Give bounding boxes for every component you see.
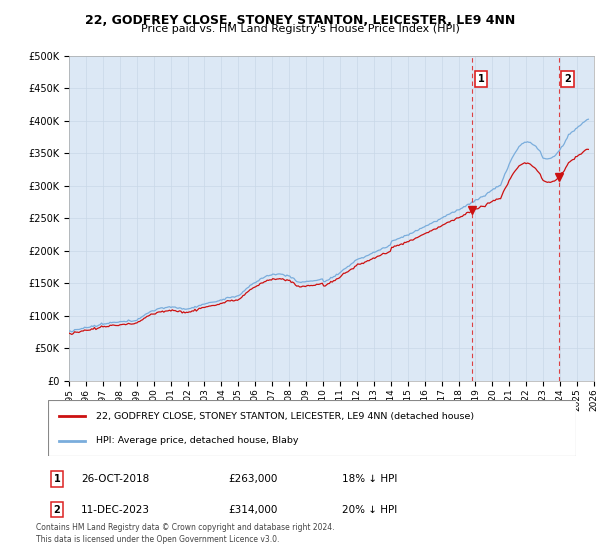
Text: 11-DEC-2023: 11-DEC-2023 <box>81 505 150 515</box>
Text: 1: 1 <box>53 474 61 484</box>
Text: £314,000: £314,000 <box>228 505 277 515</box>
Text: 26-OCT-2018: 26-OCT-2018 <box>81 474 149 484</box>
FancyBboxPatch shape <box>48 400 576 456</box>
Text: HPI: Average price, detached house, Blaby: HPI: Average price, detached house, Blab… <box>95 436 298 445</box>
Text: 22, GODFREY CLOSE, STONEY STANTON, LEICESTER, LE9 4NN (detached house): 22, GODFREY CLOSE, STONEY STANTON, LEICE… <box>95 412 473 421</box>
Text: 22, GODFREY CLOSE, STONEY STANTON, LEICESTER, LE9 4NN: 22, GODFREY CLOSE, STONEY STANTON, LEICE… <box>85 14 515 27</box>
Text: £263,000: £263,000 <box>228 474 277 484</box>
Text: 2: 2 <box>53 505 61 515</box>
Text: 20% ↓ HPI: 20% ↓ HPI <box>342 505 397 515</box>
Text: Contains HM Land Registry data © Crown copyright and database right 2024.
This d: Contains HM Land Registry data © Crown c… <box>36 523 335 544</box>
Text: Price paid vs. HM Land Registry's House Price Index (HPI): Price paid vs. HM Land Registry's House … <box>140 24 460 34</box>
Text: 18% ↓ HPI: 18% ↓ HPI <box>342 474 397 484</box>
Text: 2: 2 <box>565 74 571 84</box>
Text: 1: 1 <box>478 74 484 84</box>
